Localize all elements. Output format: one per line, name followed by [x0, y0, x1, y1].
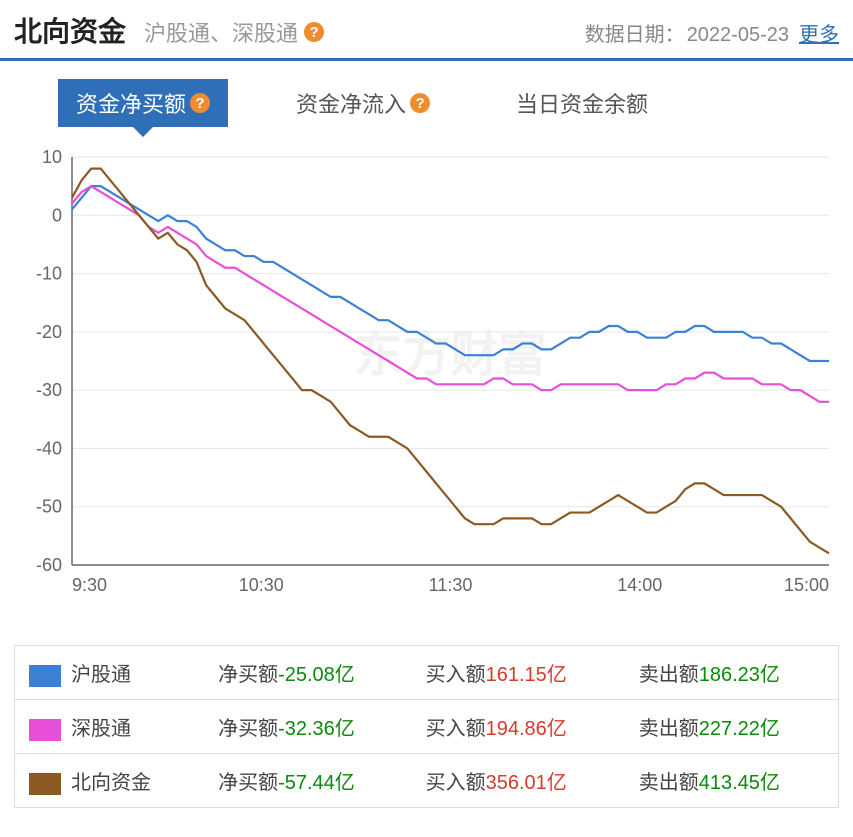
y-tick-label: -50: [36, 497, 62, 517]
buy-amount-value: 194.86亿: [486, 718, 567, 740]
y-tick-label: 10: [42, 147, 62, 167]
y-tick-label: 0: [52, 205, 62, 225]
legend-row: 北向资金净买额-57.44亿买入额356.01亿卖出额413.45亿: [15, 754, 839, 808]
legend-name: 北向资金: [71, 772, 151, 794]
legend-name-cell: 深股通: [15, 700, 205, 754]
tab-label: 资金净流入: [296, 87, 406, 119]
tab-2[interactable]: 当日资金余额: [498, 79, 666, 127]
x-tick-label: 15:00: [784, 575, 829, 595]
legend-table: 沪股通净买额-25.08亿买入额161.15亿卖出额186.23亿深股通净买额-…: [14, 645, 839, 808]
help-icon[interactable]: ?: [410, 93, 430, 113]
buy-amount-value: 356.01亿: [486, 772, 567, 794]
y-tick-label: -20: [36, 322, 62, 342]
sell-amount-label: 卖出额: [639, 664, 699, 686]
line-chart: 东方财富 -60 -50 -40 -30 -20 -10 0 10 9:30 10:30 11:30 1…: [14, 145, 839, 615]
y-tick-label: -60: [36, 555, 62, 575]
buy-amount: 买入额194.86亿: [412, 700, 625, 754]
buy-amount-label: 买入额: [426, 772, 486, 794]
page-subtitle: 沪股通、深股通 ?: [144, 16, 324, 48]
tab-1[interactable]: 资金净流入?: [278, 79, 448, 127]
buy-amount-value: 161.15亿: [486, 664, 567, 686]
page-title: 北向资金: [14, 10, 126, 50]
y-tick-label: -40: [36, 438, 62, 458]
tabs: 资金净买额?资金净流入?当日资金余额: [0, 61, 853, 135]
y-tick-label: -30: [36, 380, 62, 400]
watermark: 东方财富: [354, 329, 546, 382]
net-buy-value: -25.08亿: [278, 664, 355, 686]
net-buy-value: -57.44亿: [278, 772, 355, 794]
buy-amount-label: 买入额: [426, 718, 486, 740]
sell-amount-label: 卖出额: [639, 718, 699, 740]
legend-body: 沪股通净买额-25.08亿买入额161.15亿卖出额186.23亿深股通净买额-…: [15, 646, 839, 808]
legend-row: 沪股通净买额-25.08亿买入额161.15亿卖出额186.23亿: [15, 646, 839, 700]
buy-amount: 买入额161.15亿: [412, 646, 625, 700]
legend-name-cell: 北向资金: [15, 754, 205, 808]
buy-amount-label: 买入额: [426, 664, 486, 686]
y-tick-label: -10: [36, 264, 62, 284]
help-icon[interactable]: ?: [190, 93, 210, 113]
chart-container: 东方财富 -60 -50 -40 -30 -20 -10 0 10 9:30 10:30 11:30 1…: [0, 135, 853, 615]
legend-swatch: [29, 665, 61, 687]
x-tick-label: 9:30: [72, 575, 107, 595]
subtitle-text: 沪股通、深股通: [144, 16, 298, 48]
legend-name: 沪股通: [71, 664, 131, 686]
tab-0[interactable]: 资金净买额?: [58, 79, 228, 127]
date-value: 2022-05-23: [687, 24, 789, 47]
header: 北向资金 沪股通、深股通 ? 数据日期： 2022-05-23 更多: [0, 0, 853, 61]
net-buy-value: -32.36亿: [278, 718, 355, 740]
sell-amount: 卖出额413.45亿: [625, 754, 839, 808]
net-buy: 净买额-32.36亿: [204, 700, 412, 754]
sell-amount: 卖出额227.22亿: [625, 700, 839, 754]
date-label: 数据日期：: [585, 18, 685, 47]
sell-amount-label: 卖出额: [639, 772, 699, 794]
net-buy: 净买额-57.44亿: [204, 754, 412, 808]
legend-name-cell: 沪股通: [15, 646, 205, 700]
legend-name: 深股通: [71, 718, 131, 740]
tab-label: 资金净买额: [76, 87, 186, 119]
net-buy-label: 净买额: [218, 718, 278, 740]
net-buy: 净买额-25.08亿: [204, 646, 412, 700]
sell-amount: 卖出额186.23亿: [625, 646, 839, 700]
x-tick-label: 11:30: [429, 575, 473, 595]
more-link[interactable]: 更多: [799, 18, 839, 47]
net-buy-label: 净买额: [218, 772, 278, 794]
sell-amount-value: 186.23亿: [699, 664, 780, 686]
x-tick-label: 14:00: [617, 575, 662, 595]
legend-row: 深股通净买额-32.36亿买入额194.86亿卖出额227.22亿: [15, 700, 839, 754]
help-icon[interactable]: ?: [304, 22, 324, 42]
buy-amount: 买入额356.01亿: [412, 754, 625, 808]
tab-label: 当日资金余额: [516, 87, 648, 119]
sell-amount-value: 413.45亿: [699, 772, 780, 794]
sell-amount-value: 227.22亿: [699, 718, 780, 740]
legend-swatch: [29, 719, 61, 741]
net-buy-label: 净买额: [218, 664, 278, 686]
x-tick-label: 10:30: [239, 575, 284, 595]
legend-swatch: [29, 773, 61, 795]
